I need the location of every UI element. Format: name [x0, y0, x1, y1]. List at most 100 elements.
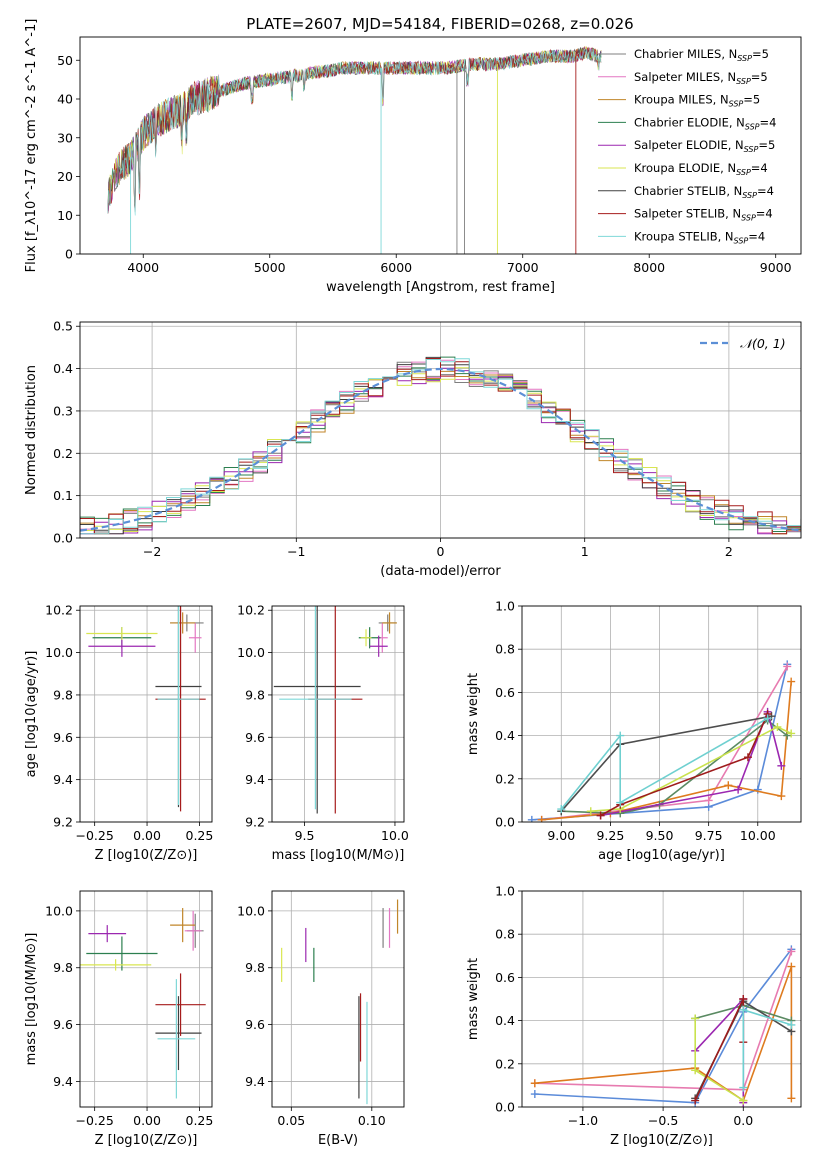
y-tick-label: 0.4 [53, 361, 73, 376]
x-tick-label: −1 [287, 544, 305, 559]
y-tick-label: 0.2 [495, 1056, 515, 1071]
x-tick-label: 9.00 [547, 828, 575, 843]
y-axis-label: Flux [f_λ10^-17 erg cm^-2 s^-1 A^-1] [24, 19, 39, 273]
legend-entry: Salpeter STELIB, NSSP=4 [634, 207, 773, 223]
y-axis-label: age [log10(age/yr)] [24, 651, 39, 778]
y-tick-label: 9.4 [53, 772, 73, 787]
spectrum-line-8 [107, 47, 602, 216]
weight-point [787, 1094, 796, 1103]
weight-point [777, 792, 786, 801]
y-tick-label: 10.0 [237, 645, 265, 660]
weight-series-6 [560, 715, 772, 812]
plot-frame [521, 605, 802, 823]
x-tick-label: 2 [725, 544, 733, 559]
y-tick-label: 9.6 [53, 1017, 73, 1032]
y-tick-label: 9.6 [245, 730, 265, 745]
weight-point [530, 1090, 539, 1099]
y-tick-label: 0.0 [495, 815, 515, 830]
y-tick-label: 0.4 [495, 1013, 515, 1028]
weight-point [777, 761, 786, 770]
y-tick-label: 9.2 [53, 815, 73, 830]
x-tick-label: 7000 [507, 260, 539, 275]
x-axis-label: Z [log10(Z/Z⊙)] [610, 1133, 713, 1148]
plot-frame [79, 321, 802, 539]
x-tick-label: 10.0 [381, 828, 409, 843]
weight-point [616, 798, 625, 807]
legend-entry: Salpeter MILES, NSSP=5 [634, 70, 768, 86]
x-axis-label: Z [log10(Z/Z⊙)] [95, 1133, 198, 1148]
y-tick-label: 1.0 [495, 884, 515, 899]
y-tick-label: 10.2 [45, 603, 73, 618]
plot-frame [521, 890, 802, 1108]
weight-point [704, 796, 713, 805]
plot-frame [79, 890, 213, 1108]
plot-frame [271, 605, 405, 823]
normal-curve [80, 367, 801, 532]
chart-mass_vs_z: −0.25 0.00 0.25 9.4 9.6 9.8 10.0 Z [log10(Z/Z⊙)… [24, 890, 214, 1148]
plot-area [527, 660, 796, 822]
weight-point [724, 781, 733, 790]
x-tick-label: 8000 [633, 260, 665, 275]
y-tick-label: 0.1 [53, 488, 73, 503]
x-tick-label: 9.25 [596, 828, 624, 843]
legend-entry: Salpeter ELODIE, NSSP=5 [634, 138, 775, 154]
y-tick-label: 9.4 [245, 772, 265, 787]
y-tick-label: 50 [57, 53, 73, 68]
y-tick-label: 0.8 [495, 927, 515, 942]
weight-point [739, 1096, 748, 1105]
x-tick-label: 0.05 [277, 1113, 305, 1128]
legend-entry: Kroupa ELODIE, NSSP=4 [634, 161, 768, 177]
weight-point [763, 714, 772, 723]
x-tick-label: 0.0 [733, 1113, 753, 1128]
y-tick-label: 20 [57, 169, 73, 184]
weight-point [739, 995, 748, 1003]
y-tick-label: 0.8 [495, 642, 515, 657]
legend-entry: Chabrier ELODIE, NSSP=4 [634, 115, 776, 131]
y-tick-label: 0.4 [495, 728, 515, 743]
y-tick-label: 9.6 [53, 730, 73, 745]
weight-series-8 [560, 717, 768, 810]
y-tick-label: 10 [57, 208, 73, 223]
chart-residual_hist: −2 −1 0 1 2 0.0 0.1 0.2 0.3 0.4 0.5 (data-model)/er… [24, 319, 802, 579]
x-tick-label: 5000 [254, 260, 286, 275]
x-tick-label: −2 [143, 544, 161, 559]
x-axis-label: (data-model)/error [380, 564, 501, 579]
weight-point [787, 1020, 796, 1029]
weight-point [743, 753, 752, 762]
weight-point [734, 785, 743, 794]
weight-point [773, 722, 782, 731]
y-tick-label: 9.8 [53, 960, 73, 975]
chart-mass_vs_ebv: 0.05 0.10 9.4 9.6 9.8 10.0 E(B-V) [237, 890, 405, 1148]
weight-point [557, 805, 566, 814]
weight-point [616, 731, 625, 740]
y-tick-label: 9.2 [245, 815, 265, 830]
weight-point [739, 1083, 748, 1092]
x-tick-label: 0.10 [358, 1113, 386, 1128]
plot-area [80, 356, 801, 535]
y-tick-label: 0 [65, 247, 73, 262]
y-tick-label: 9.8 [245, 687, 265, 702]
y-tick-label: 0.6 [495, 685, 515, 700]
weight-point [787, 729, 796, 738]
weight-series-7 [600, 713, 769, 817]
weight-point [739, 1005, 748, 1014]
weight-point [787, 962, 796, 971]
y-tick-label: 0.0 [53, 531, 73, 546]
histogram-step-7 [80, 358, 801, 535]
x-tick-label: 1 [581, 544, 589, 559]
x-tick-label: 0.25 [186, 1113, 214, 1128]
x-axis-label: E(B-V) [318, 1133, 358, 1148]
x-tick-label: −0.5 [648, 1113, 678, 1128]
plot-area [86, 606, 206, 812]
x-tick-label: −1.0 [568, 1113, 598, 1128]
chart-age_vs_mass: 9.5 10.0 9.2 9.4 9.6 9.8 10.0 10.2 mass [log10(M… [237, 603, 409, 863]
x-tick-label: 6000 [380, 260, 412, 275]
y-tick-label: 0.0 [495, 1100, 515, 1115]
x-tick-label: −0.25 [76, 828, 114, 843]
x-tick-label: 9.75 [695, 828, 723, 843]
y-tick-label: 9.4 [245, 1074, 265, 1089]
x-tick-label: 10.00 [740, 828, 776, 843]
y-tick-label: 9.8 [245, 960, 265, 975]
weight-series-0 [534, 948, 793, 1104]
x-tick-label: 0 [437, 544, 445, 559]
